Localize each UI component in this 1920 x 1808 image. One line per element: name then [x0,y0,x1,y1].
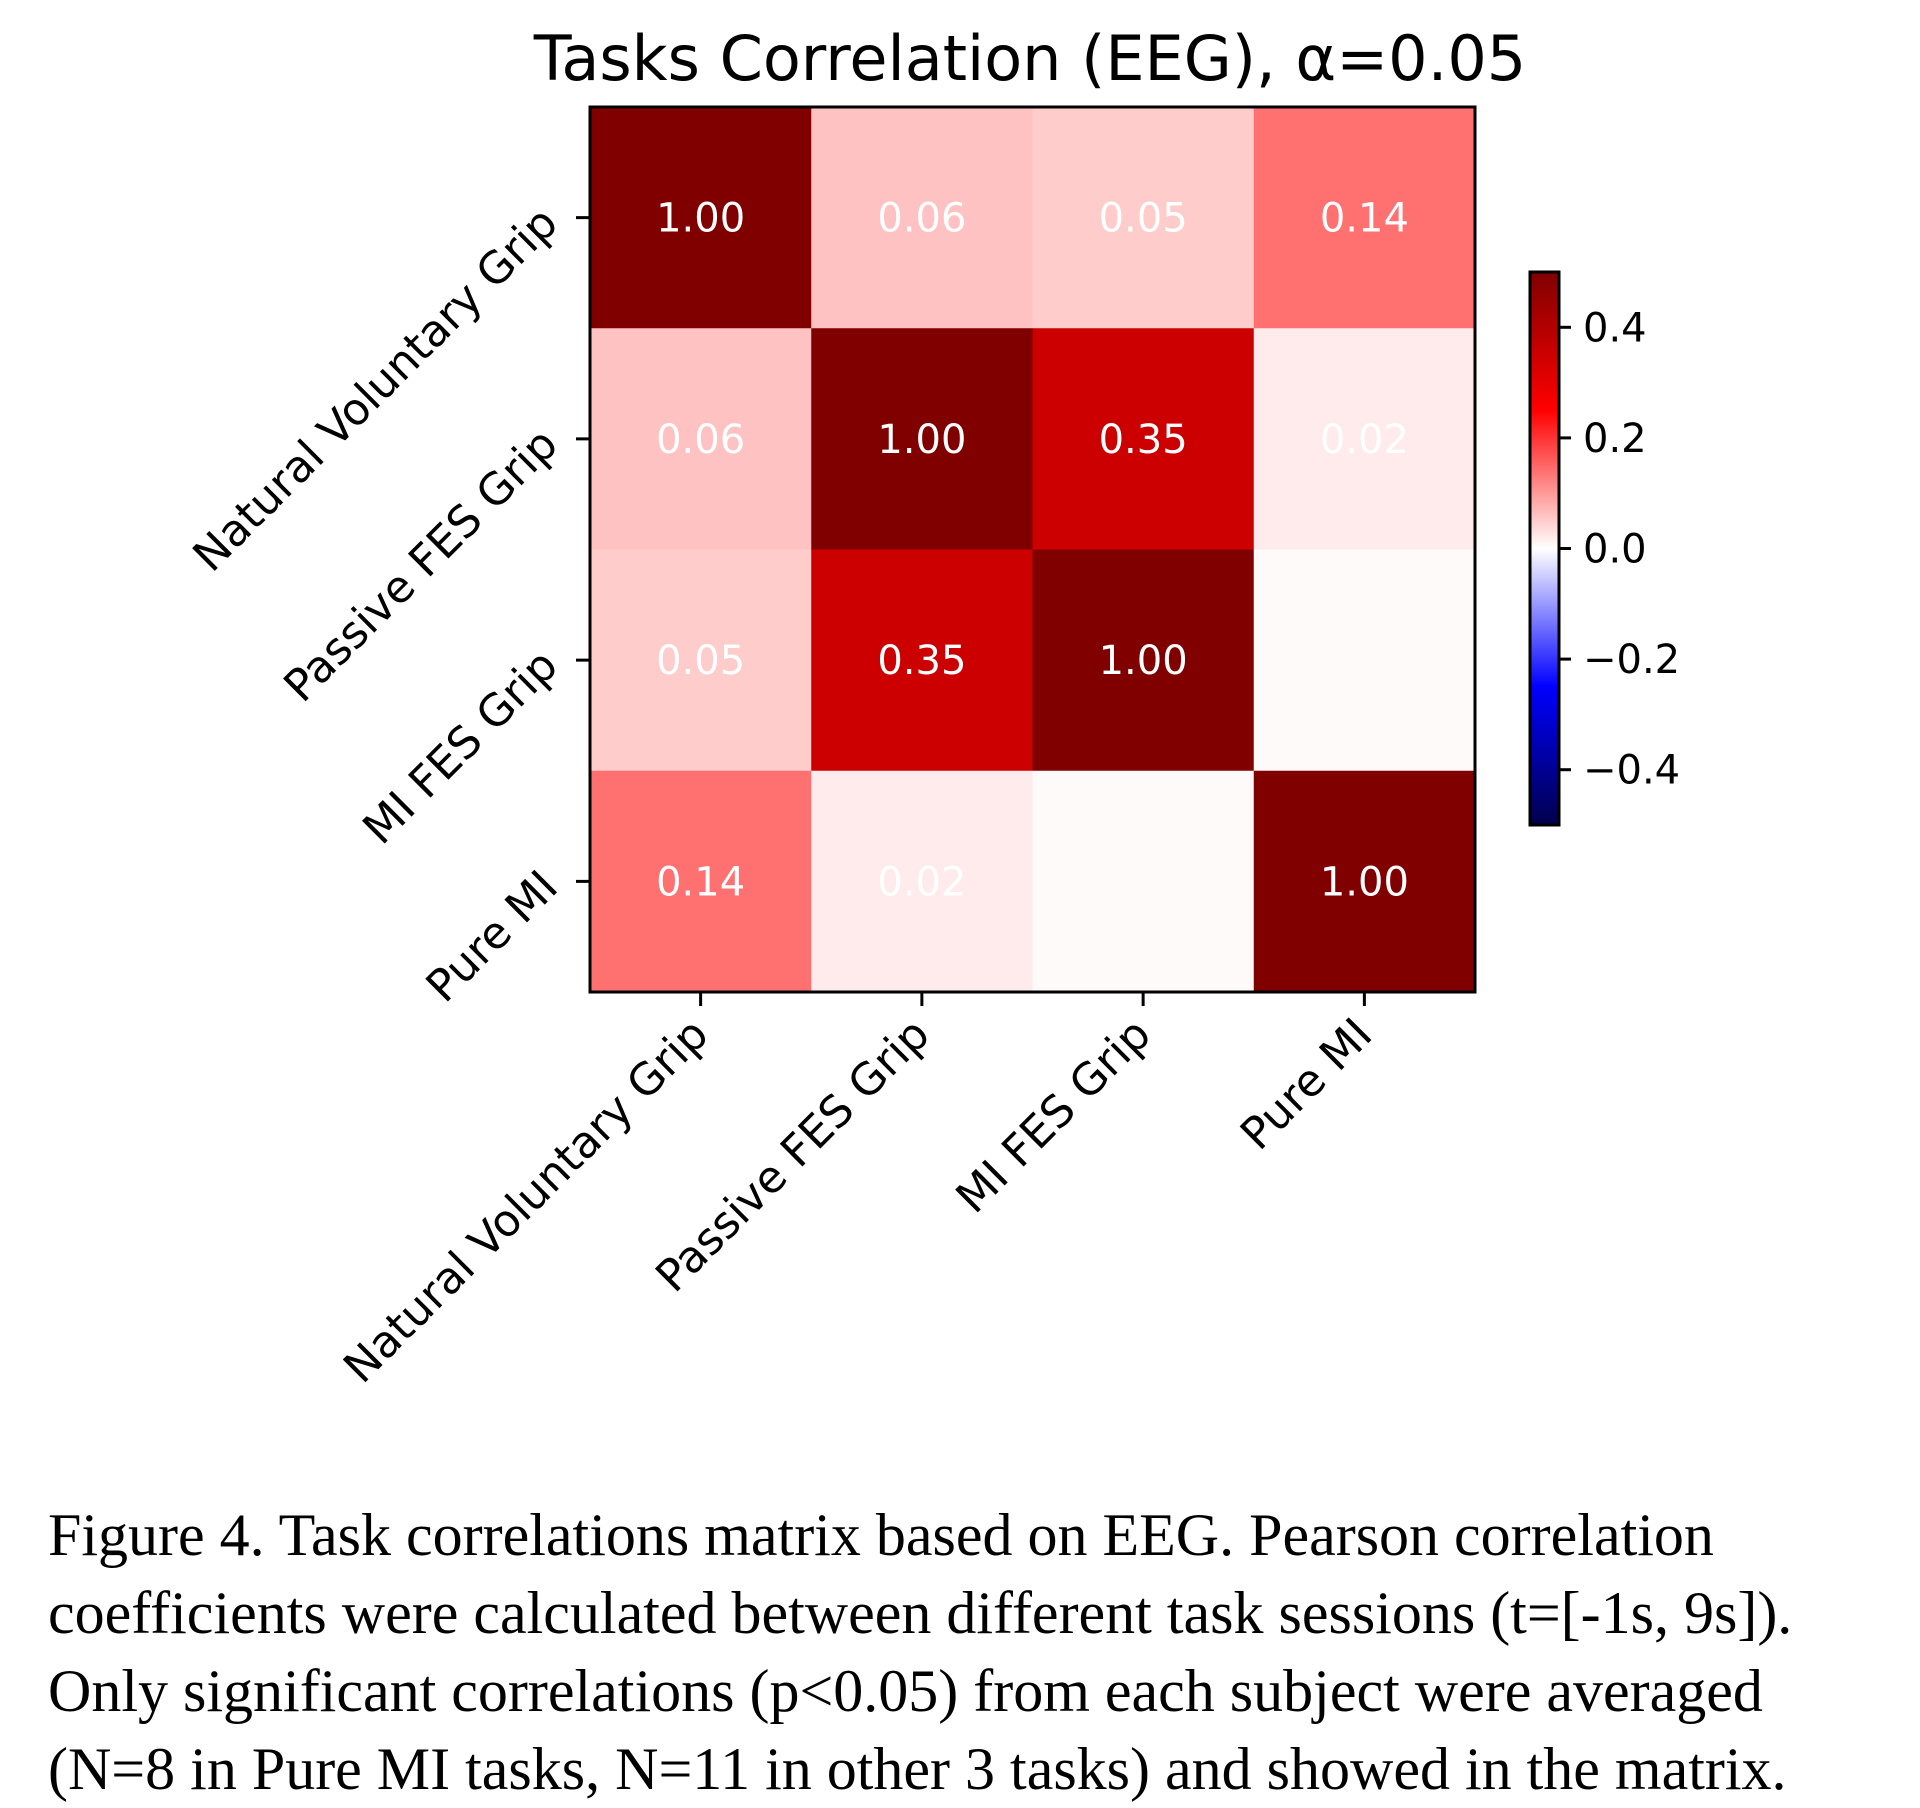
heatmap-cell-r4-c1 [590,770,812,993]
heatmap-cell-r3-c2 [811,549,1033,772]
cell-value-label-r4-c4: 1.00 [1320,859,1409,905]
heatmap-frame [588,105,1477,994]
cell-value-label-r4-c1: 0.14 [656,859,745,905]
cell-value-label-r4-c2: 0.02 [877,859,966,905]
colorbar: 0.4 0.2 0.0 −0.2 −0.4 [1528,270,1680,827]
heatmap-cell-r1-c3 [1032,107,1255,329]
heatmap-cell-r1-c4 [1253,107,1476,329]
cell-value-label-r3-c1: 0.05 [656,638,745,684]
chart-title: Tasks Correlation (EEG), α=0.05 [533,22,1526,95]
x-tick-label-1: Natural Voluntary Grip [334,1009,718,1393]
heatmap-cell-r4-c4 [1253,770,1476,993]
cell-value-label-r1-c1: 1.00 [656,196,745,242]
caption-line-3: Only significant correlations (p<0.05) f… [48,1658,1763,1724]
x-tick-label-4: Pure MI [1231,1009,1382,1160]
colorbar-tick-label-3: 0.0 [1583,527,1647,573]
colorbar-tick-label-4: −0.2 [1583,637,1680,683]
heatmap-cell-r2-c2 [811,328,1033,550]
cell-value-label-r2-c1: 0.06 [656,417,745,463]
heatmap-cell-r1-c2 [811,107,1033,329]
cell-value-label-r1-c3: 0.05 [1099,196,1188,242]
y-tick-label-1: Natural Voluntary Grip [183,197,567,581]
cell-value-label-r2-c2: 1.00 [877,417,966,463]
cell-value-label-r2-c3: 0.35 [1099,417,1188,463]
cell-value-label-r3-c2: 0.35 [877,638,966,684]
heatmap-cells [590,107,1476,993]
caption-line-4: (N=8 in Pure MI tasks, N=11 in other 3 t… [48,1736,1787,1802]
caption-line-2: coefficients were calculated between dif… [48,1580,1793,1646]
cell-value-label-r3-c3: 1.00 [1099,638,1188,684]
heatmap-cell-r3-c3 [1032,549,1255,772]
colorbar-tick-label-5: −0.4 [1583,748,1680,794]
heatmap-cell-r2-c4 [1253,328,1476,550]
colorbar-ticks: 0.4 0.2 0.0 −0.2 −0.4 [1559,305,1680,794]
y-tick-label-3: MI FES Grip [353,640,567,854]
heatmap-cell-r3-c1 [590,549,812,772]
heatmap-cell-r2-c1 [590,328,812,550]
cell-value-label-r1-c4: 0.14 [1320,196,1409,242]
colorbar-gradient [1528,270,1561,827]
caption-line-1: Figure 4. Task correlations matrix based… [48,1502,1714,1568]
heatmap-cell-labels: 1.00 0.06 0.05 0.14 0.06 1.00 0.35 0.02 0.05 0.35… [656,196,1409,906]
figure-caption: Figure 4. Task correlations matrix based… [48,1496,1908,1808]
colorbar-tick-label-1: 0.4 [1583,305,1647,351]
heatmap-cell-r4-c2 [811,770,1033,993]
heatmap-cell-r4-c3 [1032,770,1255,993]
x-tick-label-3: MI FES Grip [946,1009,1160,1223]
heatmap-cell-r2-c3 [1032,328,1255,550]
heatmap-cell-r1-c1 [590,107,812,329]
cell-value-label-r1-c2: 0.06 [877,196,966,242]
cell-value-label-r2-c4: 0.02 [1320,417,1409,463]
heatmap-cell-r3-c4 [1253,549,1476,772]
y-tick-label-4: Pure MI [417,861,568,1012]
colorbar-tick-label-2: 0.2 [1583,416,1647,462]
